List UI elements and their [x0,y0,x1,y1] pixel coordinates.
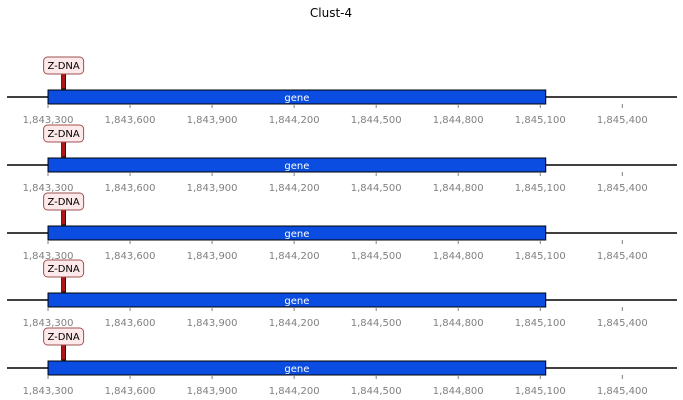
gene-box [47,89,547,105]
tick-label: 1,845,100 [515,183,566,194]
tick-label: 1,844,200 [269,183,320,194]
tick-label: 1,843,900 [187,251,238,262]
tick-label: 1,843,300 [23,386,74,397]
figure-title: Clust-4 [310,6,352,20]
marker-label-box [43,259,85,278]
gene-box [47,360,547,376]
marker-label-box [43,124,85,143]
marker-bar [61,344,67,361]
marker-label: Z-DNA [47,129,79,140]
marker-label: Z-DNA [47,197,79,208]
track: gene Z-DNA 1,843,300 1,843,600 1,843,900 1,84… [7,259,677,329]
gene-label: gene [284,364,309,375]
tick-label: 1,844,800 [433,251,484,262]
tick-label: 1,844,500 [351,183,402,194]
tick-label: 1,844,800 [433,115,484,126]
tick-label: 1,845,400 [597,115,648,126]
track: gene Z-DNA 1,843,300 1,843,600 1,843,900 1,84… [7,327,677,397]
marker-label: Z-DNA [47,332,79,343]
tick-label: 1,843,300 [23,251,74,262]
tick-label: 1,843,600 [105,386,156,397]
tick-label: 1,845,100 [515,251,566,262]
track: gene Z-DNA 1,843,300 1,843,600 1,843,900 1,84… [7,56,677,126]
marker-label-box [43,56,85,75]
marker-label: Z-DNA [47,264,79,275]
tick-label: 1,845,400 [597,251,648,262]
gene-label: gene [284,161,309,172]
tick-label: 1,843,300 [23,183,74,194]
tick-label: 1,844,200 [269,318,320,329]
tick-label: 1,843,900 [187,115,238,126]
tick-label: 1,845,100 [515,318,566,329]
tick-label: 1,843,600 [105,115,156,126]
tracks-group: gene Z-DNA 1,843,300 1,843,600 1,843,900 1,84… [7,56,677,397]
tick-label: 1,844,500 [351,115,402,126]
marker-label-box [43,327,85,346]
marker-bar [61,141,67,158]
marker-label: Z-DNA [47,61,79,72]
tick-label: 1,845,100 [515,386,566,397]
marker-bar [61,276,67,293]
gene-box [47,225,547,241]
tick-label: 1,843,300 [23,115,74,126]
track: gene Z-DNA 1,843,300 1,843,600 1,843,900 1,84… [7,192,677,262]
tick-label: 1,843,900 [187,183,238,194]
tick-label: 1,844,500 [351,251,402,262]
tick-label: 1,844,500 [351,318,402,329]
tick-label: 1,843,900 [187,318,238,329]
marker-bar [61,73,67,90]
tick-label: 1,843,600 [105,251,156,262]
tick-label: 1,844,500 [351,386,402,397]
tick-label: 1,844,800 [433,386,484,397]
tick-label: 1,843,600 [105,318,156,329]
track: gene Z-DNA 1,843,300 1,843,600 1,843,900 1,84… [7,124,677,194]
gene-box [47,157,547,173]
tick-label: 1,843,300 [23,318,74,329]
tick-label: 1,845,100 [515,115,566,126]
tick-label: 1,845,400 [597,318,648,329]
gene-label: gene [284,229,309,240]
gene-box [47,292,547,308]
marker-label-box [43,192,85,211]
tick-label: 1,844,200 [269,115,320,126]
tick-label: 1,843,900 [187,386,238,397]
tick-label: 1,844,200 [269,386,320,397]
marker-bar [61,209,67,226]
gene-label: gene [284,296,309,307]
tick-label: 1,844,800 [433,183,484,194]
gene-label: gene [284,93,309,104]
tick-label: 1,844,200 [269,251,320,262]
tick-label: 1,843,600 [105,183,156,194]
tick-label: 1,845,400 [597,183,648,194]
tick-label: 1,844,800 [433,318,484,329]
tick-label: 1,845,400 [597,386,648,397]
